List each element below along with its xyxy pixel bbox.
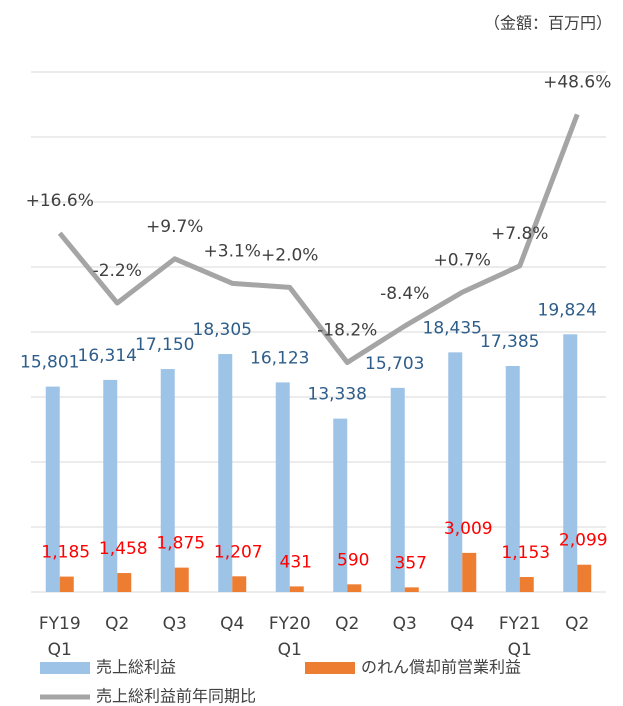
line-label: -8.4% (380, 284, 429, 304)
data-label: 15,801 (20, 353, 79, 373)
bar (519, 577, 534, 592)
bar (45, 386, 60, 592)
line-label: -18.2% (317, 320, 377, 340)
data-label: 2,099 (559, 531, 608, 551)
data-label: 1,875 (156, 534, 205, 554)
data-label: 1,207 (214, 542, 263, 562)
data-label: 15,703 (365, 354, 424, 374)
bar (404, 587, 419, 592)
data-label: 3,009 (444, 519, 493, 539)
data-label: 590 (337, 550, 369, 570)
data-label: 13,338 (308, 385, 367, 405)
x-tick-label: Q2 (565, 614, 590, 634)
x-tick-label: FY19 Q1 (38, 614, 81, 660)
bar (160, 369, 175, 592)
bar (462, 552, 477, 592)
bar (174, 567, 189, 592)
bar (232, 576, 247, 592)
x-tick-label: Q2 (335, 614, 360, 634)
x-tick-label: Q4 (220, 614, 245, 634)
line-label: +48.6% (543, 72, 611, 92)
data-label: 17,150 (135, 335, 194, 355)
line-label: +9.7% (146, 217, 203, 237)
data-label: 357 (395, 553, 427, 573)
legend-label: 売上総利益 (96, 658, 176, 677)
legend-swatch (40, 662, 90, 674)
data-label: 1,153 (501, 543, 550, 563)
data-label: 1,185 (41, 543, 90, 563)
unit-note: （金額：百万円） (484, 14, 612, 33)
bar (448, 352, 463, 592)
data-label: 18,305 (193, 320, 252, 340)
bar (333, 418, 348, 592)
legend-label: 売上総利益前年同期比 (96, 687, 256, 706)
bar (103, 379, 118, 592)
data-label: 1,458 (99, 539, 148, 559)
data-label: 16,123 (250, 348, 309, 368)
bar (59, 576, 74, 592)
line-label: +0.7% (434, 250, 491, 270)
x-tick-label: Q3 (392, 614, 417, 634)
bar (117, 573, 132, 592)
line-label: +7.8% (491, 224, 548, 244)
legend-swatch (305, 662, 355, 674)
bar (289, 586, 304, 592)
data-label: 16,314 (78, 346, 137, 366)
line-label: +2.0% (261, 245, 318, 265)
legend-label: のれん償却前営業利益 (361, 658, 521, 677)
x-tick-label: Q2 (105, 614, 130, 634)
bar (505, 365, 520, 592)
bar (577, 564, 592, 592)
data-label: 19,824 (538, 300, 597, 320)
line (57, 113, 580, 365)
data-label: 431 (280, 552, 312, 572)
bar (347, 584, 362, 592)
bar (390, 387, 405, 592)
x-tick-label: Q3 (162, 614, 187, 634)
bar (218, 354, 233, 592)
data-label: 18,435 (423, 318, 482, 338)
line-label: +3.1% (204, 241, 261, 261)
data-label: 17,385 (480, 332, 539, 352)
bar (275, 382, 290, 592)
line-label: -2.2% (93, 261, 142, 281)
x-tick-label: FY20 Q1 (268, 614, 311, 660)
x-tick-label: FY21 Q1 (498, 614, 541, 660)
line-label: +16.6% (26, 191, 94, 211)
x-tick-label: Q4 (450, 614, 475, 634)
bar (563, 334, 578, 592)
